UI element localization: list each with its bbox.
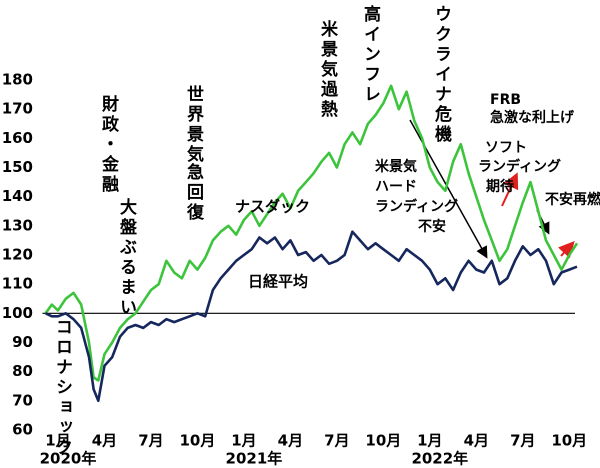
y-tick-label: 80 bbox=[12, 362, 33, 380]
x-tick-label: 4月 bbox=[464, 432, 489, 450]
y-tick-label: 90 bbox=[12, 333, 33, 351]
x-year-label: 2021年 bbox=[226, 450, 283, 468]
annotation: 期待 bbox=[486, 178, 514, 195]
x-tick-label: 7月 bbox=[324, 432, 349, 450]
series-label: ナスダック bbox=[235, 198, 310, 216]
annotation: 世界景気 bbox=[183, 85, 205, 165]
y-tick-label: 60 bbox=[12, 421, 33, 439]
x-tick-label: 1月 bbox=[45, 432, 70, 450]
annotation: 高インフレ bbox=[360, 4, 381, 105]
y-tick-label: 100 bbox=[2, 304, 33, 322]
annotation: 米景気過熱 bbox=[317, 19, 339, 120]
series-label: 日経平均 bbox=[248, 273, 308, 291]
annotation: ウクライナ危機 bbox=[431, 5, 453, 145]
y-tick-label: 70 bbox=[12, 391, 33, 409]
x-tick-label: 7月 bbox=[138, 432, 163, 450]
x-tick-label: 4月 bbox=[278, 432, 303, 450]
y-tick-label: 130 bbox=[2, 216, 33, 234]
annotation: コロナショック bbox=[52, 318, 72, 458]
x-tick-label: 10月 bbox=[551, 432, 587, 450]
annotation: ランディング bbox=[478, 158, 561, 175]
x-tick-label: 7月 bbox=[510, 432, 535, 450]
x-tick-label: 4月 bbox=[92, 432, 117, 450]
x-tick-label: 10月 bbox=[365, 432, 401, 450]
series-line bbox=[44, 84, 579, 382]
annotation: 急回復 bbox=[183, 162, 205, 223]
series-line bbox=[45, 230, 578, 403]
annotation: ランディング bbox=[375, 198, 458, 215]
y-tick-label: 120 bbox=[2, 246, 33, 264]
annotation: FRB bbox=[490, 92, 521, 108]
y-tick-label: 110 bbox=[2, 275, 33, 293]
annotation: ソフト bbox=[485, 140, 527, 156]
y-tick-label: 170 bbox=[2, 100, 33, 118]
annotation: 急激な利上げ bbox=[490, 109, 575, 126]
x-year-label: 2022年 bbox=[411, 450, 468, 468]
y-tick-label: 160 bbox=[2, 129, 33, 147]
arrow bbox=[557, 241, 575, 259]
annotation: 大盤ぶるまい bbox=[116, 197, 138, 318]
annotation: 財政・金融 bbox=[98, 94, 120, 195]
x-tick-label: 10月 bbox=[179, 432, 215, 450]
x-tick-label: 1月 bbox=[417, 432, 442, 450]
annotation: 不安再燃 bbox=[545, 191, 600, 208]
annotation: 米景気 bbox=[375, 158, 417, 175]
arrow bbox=[501, 172, 519, 207]
y-tick-label: 140 bbox=[2, 187, 33, 205]
x-year-label: 2020年 bbox=[40, 450, 97, 468]
x-tick-label: 1月 bbox=[231, 432, 256, 450]
annotation: ハード bbox=[375, 179, 417, 195]
y-tick-label: 150 bbox=[2, 158, 33, 176]
annotation: 不安 bbox=[418, 218, 446, 235]
y-tick-label: 180 bbox=[2, 71, 33, 89]
